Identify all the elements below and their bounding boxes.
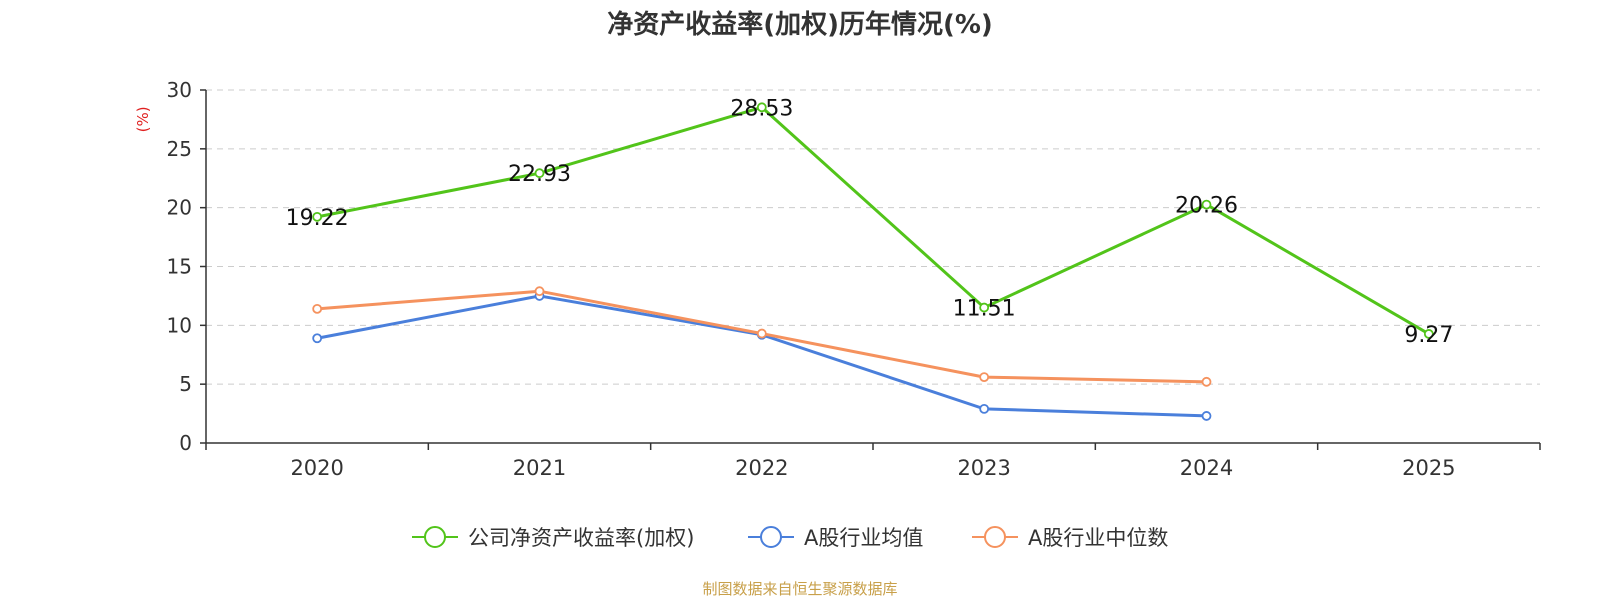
y-tick-label: 25	[167, 137, 192, 161]
gridlines	[206, 89, 1540, 385]
data-label: 11.51	[953, 297, 1016, 322]
data-point	[312, 333, 323, 344]
y-tick-label: 30	[167, 78, 192, 102]
data-source-note: 制图数据来自恒生聚源数据库	[702, 580, 898, 598]
data-point	[979, 403, 990, 414]
x-tick-label: 2020	[290, 456, 343, 480]
y-tick-label: 5	[179, 372, 192, 396]
x-tick-label: 2025	[1402, 456, 1455, 480]
data-point	[312, 303, 323, 314]
data-label: 28.53	[730, 96, 793, 121]
data-label: 20.26	[1175, 194, 1238, 219]
data-point	[534, 286, 545, 297]
y-axis-label: (%)	[134, 106, 152, 132]
legend-label: 公司净资产收益率(加权)	[468, 526, 694, 550]
x-tick-label: 2021	[513, 456, 566, 480]
data-point	[979, 302, 990, 313]
chart-title: 净资产收益率(加权)历年情况(%)	[607, 10, 993, 40]
data-point	[756, 102, 767, 113]
legend-label: A股行业均值	[804, 526, 923, 550]
data-point	[1423, 329, 1434, 339]
data-point	[1201, 199, 1212, 210]
legend: 公司净资产收益率(加权) A股行业均值 A股行业中位数	[412, 526, 1168, 550]
y-tick-label: 20	[167, 196, 192, 220]
data-point	[312, 211, 323, 222]
data-label: 19.22	[286, 206, 349, 231]
legend-marker	[984, 526, 1006, 548]
data-point	[1201, 376, 1212, 387]
legend-label: A股行业中位数	[1028, 526, 1168, 550]
data-point	[534, 168, 545, 179]
series-line-0	[316, 105, 1430, 336]
y-tick-label: 15	[167, 255, 192, 279]
legend-marker	[760, 526, 782, 548]
series-lines	[312, 102, 1434, 421]
data-labels: 19.22 22.93 28.53 11.51 20.26 9.27	[286, 96, 1454, 348]
legend-marker	[424, 526, 446, 548]
data-label: 22.93	[508, 162, 571, 187]
x-tick-label: 2024	[1180, 456, 1233, 480]
y-tick-label: 0	[179, 431, 192, 455]
x-tick-label: 2022	[735, 456, 788, 480]
y-tick-label: 10	[167, 313, 192, 337]
data-point	[756, 328, 767, 339]
x-tick-label: 2023	[957, 456, 1010, 480]
data-point	[1201, 411, 1212, 421]
data-point	[979, 372, 990, 383]
series-line-1	[316, 294, 1207, 418]
data-label: 9.27	[1404, 323, 1453, 348]
